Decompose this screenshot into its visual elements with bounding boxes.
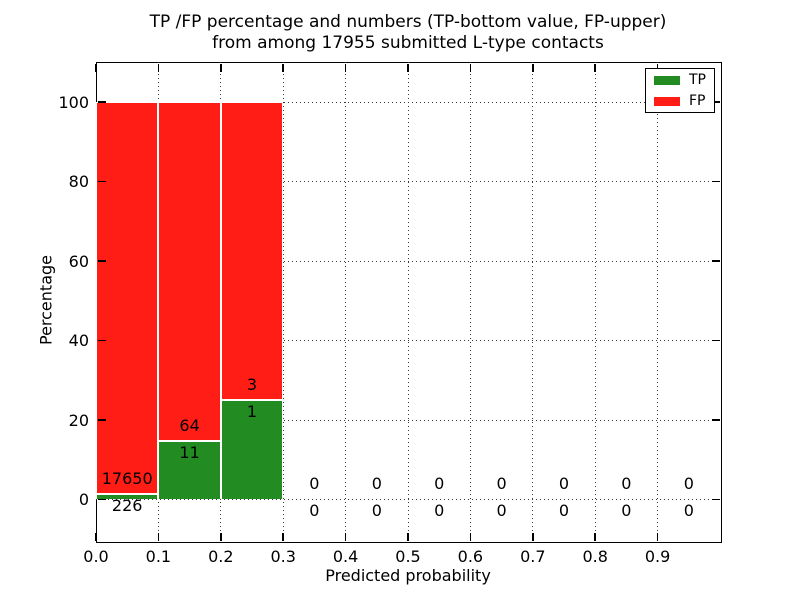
tp-count-label: 0 xyxy=(558,501,570,521)
x-tick-top xyxy=(656,63,659,72)
gridline-vertical xyxy=(345,62,347,541)
bar-fp-segment xyxy=(158,101,221,441)
fp-count-label: 0 xyxy=(621,474,632,494)
chart-title: TP /FP percentage and numbers (TP-bottom… xyxy=(149,12,667,32)
x-tick-bottom xyxy=(532,533,534,541)
legend-label: FP xyxy=(689,93,706,109)
legend-entry-fp: FP xyxy=(646,92,714,110)
x-tick-top xyxy=(220,63,222,72)
gridline-vertical xyxy=(282,62,284,541)
tp-count-label: 0 xyxy=(309,501,320,521)
y-tick-label: 40 xyxy=(68,331,89,351)
gridline-horizontal xyxy=(96,181,720,183)
x-tick-bottom xyxy=(157,533,160,541)
gridline-horizontal xyxy=(96,419,720,421)
y-tick-left xyxy=(97,260,106,262)
y-tick-right xyxy=(712,180,720,182)
x-axis-label: Predicted probability xyxy=(325,566,491,585)
bar-tp-segment xyxy=(158,440,221,500)
tp-count-label: 0 xyxy=(434,501,445,521)
x-tick-label: 0.5 xyxy=(395,547,421,566)
x-tick-top xyxy=(532,63,534,72)
y-tick-left xyxy=(97,339,106,341)
gridline-horizontal xyxy=(96,260,720,262)
tp-count-label: 11 xyxy=(179,442,200,462)
y-tick-label: 100 xyxy=(58,92,89,112)
y-tick-label: 60 xyxy=(68,251,89,271)
x-tick-top xyxy=(282,63,284,72)
x-tick-bottom xyxy=(407,533,409,541)
fp-count-label: 64 xyxy=(179,415,200,435)
x-tick-top xyxy=(95,63,97,72)
fp-count-label: 0 xyxy=(434,474,445,494)
y-tick-right xyxy=(712,498,720,500)
x-tick-top xyxy=(469,63,472,72)
x-tick-top xyxy=(407,63,409,72)
x-tick-label: 0.0 xyxy=(83,547,109,566)
x-tick-bottom xyxy=(282,533,284,541)
x-tick-bottom xyxy=(344,533,347,541)
x-tick-label: 0.3 xyxy=(270,547,296,566)
x-tick-label: 0.4 xyxy=(332,547,359,566)
gridline-horizontal xyxy=(96,101,720,103)
y-tick-left xyxy=(97,498,106,500)
tp-count-label: 1 xyxy=(246,401,258,421)
legend-label: TP xyxy=(689,72,706,88)
x-tick-bottom xyxy=(220,533,222,541)
gridline-horizontal xyxy=(96,499,720,501)
fp-count-label: 0 xyxy=(558,474,570,494)
fp-count-label: 0 xyxy=(309,474,320,494)
x-tick-top xyxy=(344,63,347,72)
tp-count-label: 226 xyxy=(111,496,143,516)
legend-entry-tp: TP xyxy=(646,71,714,89)
fp-count-label: 0 xyxy=(496,474,507,494)
legend: TP FP xyxy=(645,68,715,113)
x-tick-label: 0.7 xyxy=(520,547,546,566)
fp-count-label: 3 xyxy=(246,374,258,394)
x-tick-bottom xyxy=(469,533,472,541)
fp-count-label: 17650 xyxy=(101,469,153,489)
y-tick-right xyxy=(712,260,720,262)
gridline-vertical xyxy=(532,62,534,541)
bar-tp-segment xyxy=(96,494,159,500)
y-tick-left xyxy=(97,180,106,182)
y-tick-left xyxy=(97,419,106,421)
x-tick-bottom xyxy=(95,533,97,541)
x-tick-label: 0.2 xyxy=(208,547,234,566)
x-tick-label: 0.9 xyxy=(644,547,671,566)
y-tick-label: 20 xyxy=(68,410,89,430)
x-tick-bottom xyxy=(594,533,596,541)
gridline-horizontal xyxy=(96,340,720,342)
y-tick-right xyxy=(712,101,720,103)
tp-count-label: 0 xyxy=(371,501,382,521)
y-tick-left xyxy=(97,101,106,103)
tp-count-label: 0 xyxy=(621,501,632,521)
x-tick-top xyxy=(594,63,596,72)
gridline-vertical xyxy=(407,62,409,541)
y-tick-right xyxy=(712,419,720,421)
fp-count-label: 0 xyxy=(371,474,382,494)
y-tick-label: 80 xyxy=(68,172,89,192)
gridline-vertical xyxy=(469,62,471,541)
legend-swatch-fp xyxy=(654,97,680,106)
y-tick-label: 0 xyxy=(78,490,89,510)
x-tick-label: 0.6 xyxy=(457,547,484,566)
fp-count-label: 0 xyxy=(683,474,694,494)
chart-title-block: TP /FP percentage and numbers (TP-bottom… xyxy=(96,12,720,54)
gridline-vertical xyxy=(657,62,659,541)
x-tick-bottom xyxy=(656,533,659,541)
bar-fp-segment xyxy=(220,101,284,400)
tp-count-label: 0 xyxy=(683,501,694,521)
x-tick-label: 0.8 xyxy=(582,547,608,566)
chart-subtitle: from among 17955 submitted L-type contac… xyxy=(212,33,604,53)
x-tick-top xyxy=(157,63,160,72)
legend-swatch-tp xyxy=(654,76,680,85)
bar-fp-segment xyxy=(96,101,159,495)
y-tick-right xyxy=(712,339,720,341)
gridline-vertical xyxy=(594,62,596,541)
x-tick-label: 0.1 xyxy=(145,547,172,566)
bar-tp-segment xyxy=(220,399,284,500)
tp-count-label: 0 xyxy=(496,501,507,521)
